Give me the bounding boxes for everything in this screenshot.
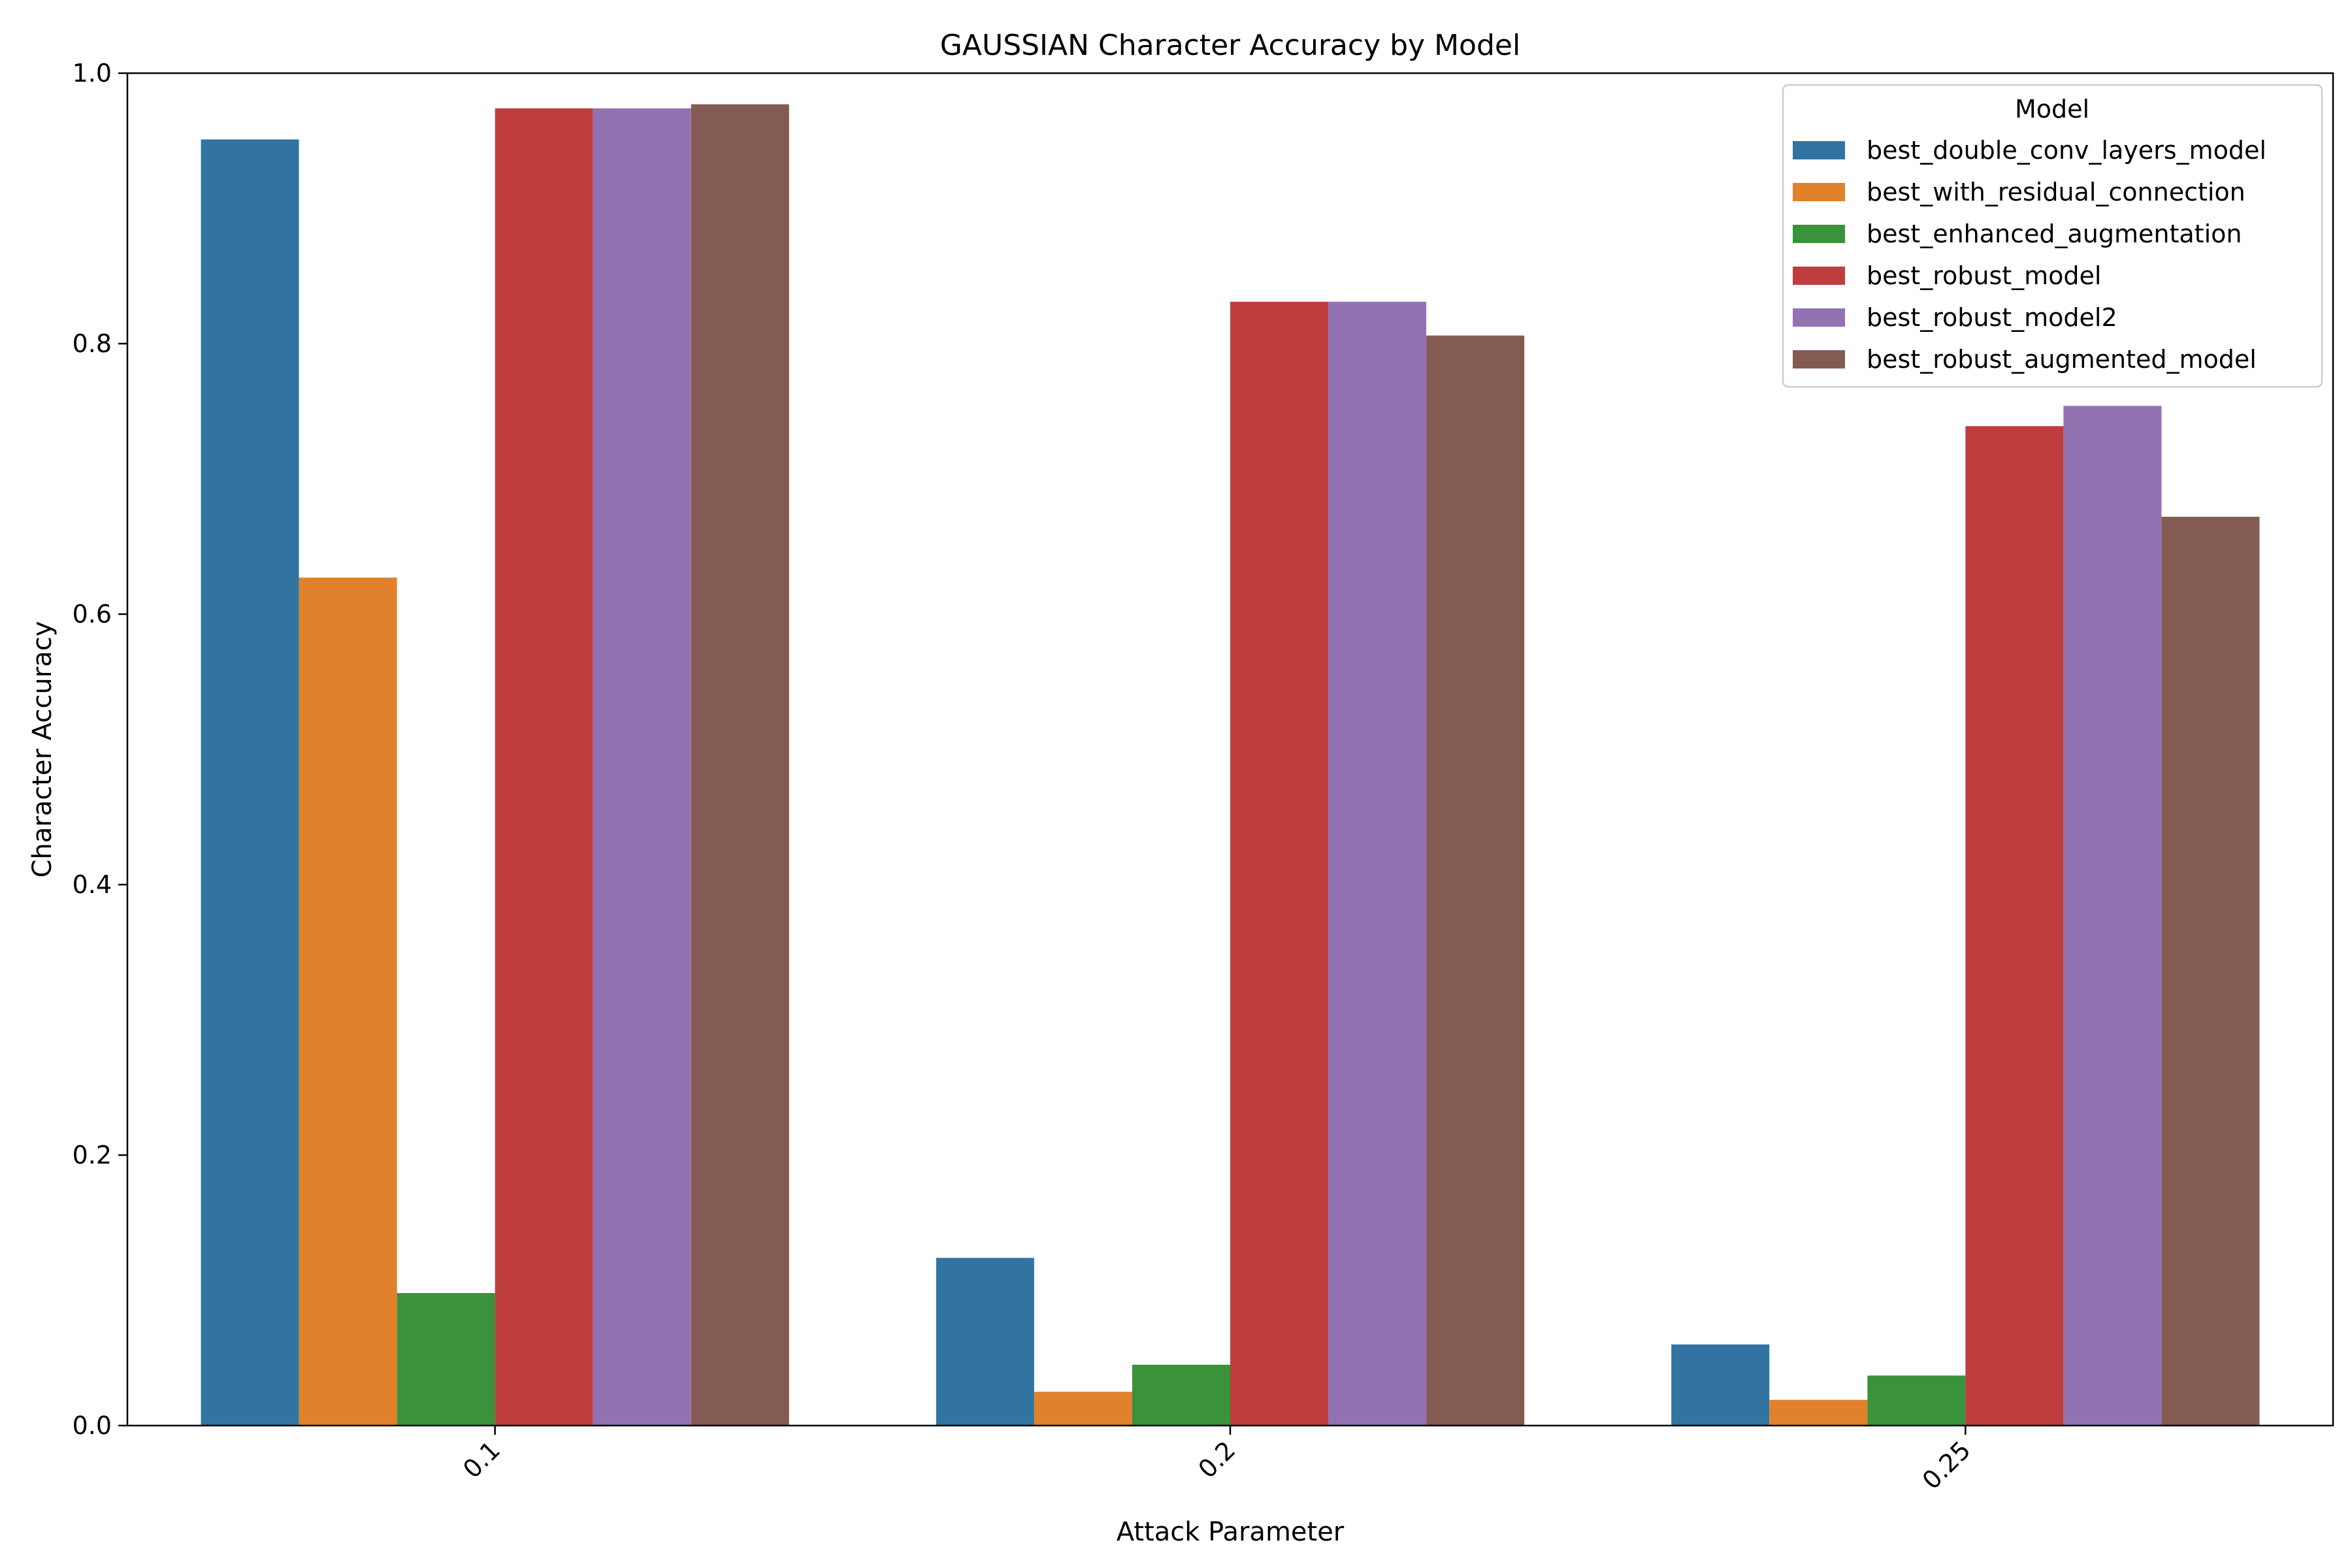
- x-axis: 0.1 0.2 0.25: [457, 1426, 1976, 1495]
- y-tick-label: 0.4: [73, 870, 112, 899]
- bar-best_robust_model-0.1: [495, 108, 593, 1426]
- bars-group: [201, 104, 2260, 1426]
- bar-best_robust_model-0.25: [1965, 426, 2064, 1426]
- legend-label: best_robust_model: [1867, 261, 2101, 290]
- x-tick-label: 0.1: [457, 1435, 506, 1484]
- legend-swatch: [1793, 225, 1845, 243]
- legend-swatch: [1793, 267, 1845, 285]
- y-axis: 0.0 0.2 0.4 0.6 0.8 1.0: [73, 59, 127, 1440]
- bar-best_robust_augmented_model-0.25: [2161, 516, 2260, 1426]
- legend-title: Model: [2015, 95, 2089, 123]
- bar-best_double_conv_layers_model-0.1: [201, 139, 299, 1426]
- legend-label: best_robust_augmented_model: [1867, 345, 2257, 374]
- y-tick-label: 0.0: [73, 1411, 112, 1440]
- legend-swatch: [1793, 183, 1845, 201]
- y-tick-label: 1.0: [73, 59, 112, 88]
- bar-best_enhanced_augmentation-0.2: [1132, 1364, 1230, 1426]
- legend-label: best_enhanced_augmentation: [1867, 220, 2242, 248]
- x-tick-label: 0.2: [1193, 1435, 1241, 1484]
- legend: Model best_double_conv_layers_modelbest_…: [1782, 84, 2323, 388]
- bar-best_double_conv_layers_model-0.2: [936, 1258, 1034, 1426]
- bar-best_robust_augmented_model-0.1: [691, 104, 789, 1426]
- bar-best_enhanced_augmentation-0.1: [397, 1293, 495, 1426]
- legend-swatch: [1793, 141, 1845, 159]
- legend-label: best_with_residual_connection: [1867, 178, 2246, 206]
- bar-best_with_residual_connection-0.25: [1769, 1399, 1868, 1426]
- bar-best_robust_model2-0.25: [2063, 406, 2162, 1426]
- bar-best_robust_model2-0.1: [593, 108, 691, 1426]
- legend-swatch: [1793, 350, 1845, 368]
- bar-best_double_conv_layers_model-0.25: [1671, 1344, 1770, 1426]
- bar-best_with_residual_connection-0.1: [299, 578, 397, 1426]
- y-tick-label: 0.2: [73, 1141, 112, 1169]
- chart-title: GAUSSIAN Character Accuracy by Model: [940, 29, 1520, 62]
- legend-label: best_double_conv_layers_model: [1867, 136, 2266, 165]
- y-axis-label: Character Accuracy: [27, 621, 57, 878]
- y-tick-label: 0.6: [73, 600, 112, 629]
- x-tick-label: 0.25: [1917, 1435, 1976, 1495]
- legend-swatch: [1793, 308, 1845, 327]
- legend-items: best_double_conv_layers_model best_with_r…: [1793, 136, 2266, 374]
- legend-label: best_robust_model2: [1867, 303, 2117, 332]
- bar-best_with_residual_connection-0.2: [1034, 1392, 1132, 1426]
- bar-best_robust_model2-0.2: [1328, 301, 1427, 1426]
- x-axis-label: Attack Parameter: [1117, 1517, 1345, 1547]
- y-tick-label: 0.8: [73, 329, 112, 358]
- bar-best_robust_model-0.2: [1230, 301, 1329, 1426]
- legend-frame: [1782, 84, 2323, 388]
- bar-best_enhanced_augmentation-0.25: [1867, 1375, 1966, 1426]
- bar-best_robust_augmented_model-0.2: [1426, 335, 1525, 1426]
